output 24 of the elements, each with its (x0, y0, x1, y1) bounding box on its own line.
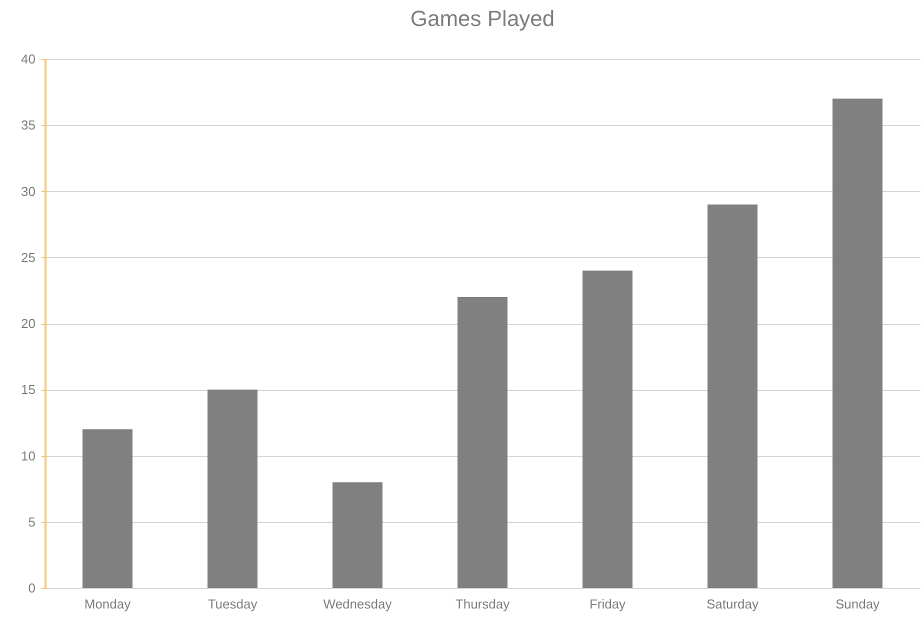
bar (458, 297, 508, 588)
y-tick-label: 10 (21, 448, 36, 464)
y-tick-label: 35 (21, 118, 36, 133)
x-tick-label: Thursday (455, 596, 510, 612)
x-tick-label: Wednesday (323, 596, 392, 612)
y-tick-label: 25 (21, 250, 36, 265)
y-tick-label: 5 (28, 514, 36, 530)
y-tick-label: 30 (21, 184, 36, 199)
bar (832, 98, 882, 588)
bar (208, 390, 258, 588)
x-tick-label: Saturday (706, 596, 760, 612)
bar (82, 429, 132, 588)
bar (708, 204, 758, 588)
x-tick-label: Sunday (835, 596, 880, 612)
x-tick-label: Tuesday (208, 596, 258, 612)
y-tick-label: 0 (28, 580, 36, 596)
x-tick-label: Friday (589, 596, 626, 612)
bar (582, 270, 632, 588)
x-tick-label: Monday (84, 596, 132, 612)
chart-title: Games Played (410, 6, 555, 31)
y-tick-label: 20 (21, 316, 36, 331)
bar (332, 482, 382, 588)
y-tick-label: 40 (21, 52, 36, 66)
y-tick-label: 15 (21, 382, 36, 398)
